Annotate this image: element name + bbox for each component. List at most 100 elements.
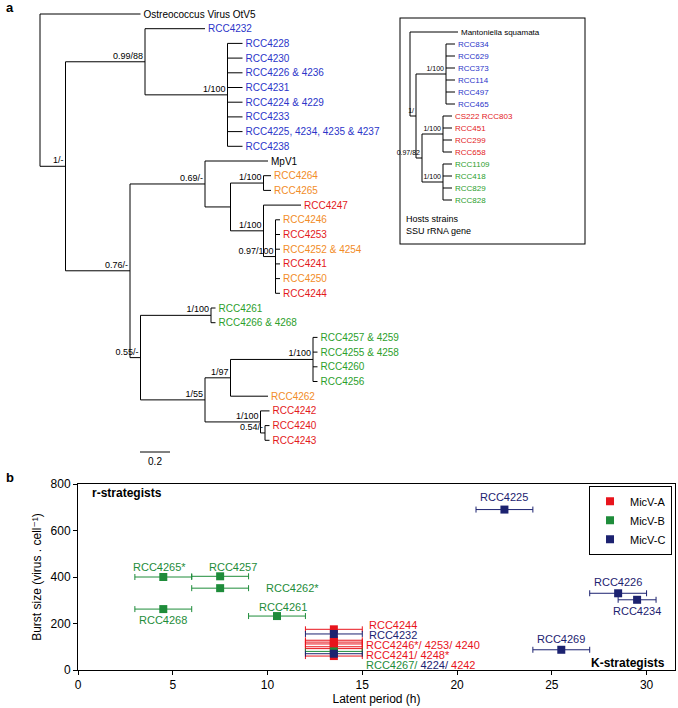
svg-text:RCC4244: RCC4244 [283,288,327,299]
svg-text:20: 20 [450,678,464,692]
svg-text:RCC497: RCC497 [458,88,489,97]
svg-text:5: 5 [169,678,176,692]
svg-text:1/100: 1/100 [239,220,262,230]
svg-text:RCC828: RCC828 [455,196,486,205]
svg-text:1/100: 1/100 [186,304,209,314]
svg-text:RCC4266 & 4268: RCC4266 & 4268 [219,317,298,328]
svg-text:1/100: 1/100 [203,84,226,94]
svg-text:25: 25 [545,678,559,692]
svg-text:400: 400 [51,570,71,584]
svg-text:1/100: 1/100 [426,65,444,72]
svg-text:Mantoniella squamata: Mantoniella squamata [461,28,540,37]
svg-text:MpV1: MpV1 [271,156,298,167]
svg-text:0.97/82: 0.97/82 [397,149,420,156]
svg-text:RCC4261: RCC4261 [259,601,307,613]
svg-text:RCC4250: RCC4250 [283,273,327,284]
svg-text:0: 0 [75,678,82,692]
svg-text:10: 10 [261,678,275,692]
svg-text:RCC451: RCC451 [455,124,486,133]
svg-text:r-strategists: r-strategists [92,486,162,500]
svg-text:600: 600 [51,524,71,538]
svg-text:0.55/-: 0.55/- [115,347,138,357]
svg-text:RCC4262: RCC4262 [271,391,315,402]
svg-text:RCC418: RCC418 [455,172,486,181]
svg-text:b: b [6,470,14,485]
svg-text:30: 30 [640,678,654,692]
svg-text:RCC834: RCC834 [458,40,489,49]
svg-text:MicV-C: MicV-C [630,534,666,546]
svg-text:RCC4257: RCC4257 [209,561,257,573]
svg-text:RCC465: RCC465 [458,100,489,109]
svg-text:RCC4225, 4234, 4235 & 4237: RCC4225, 4234, 4235 & 4237 [246,126,380,137]
svg-text:Hosts strains: Hosts strains [406,214,459,224]
svg-text:RCC4269: RCC4269 [537,633,585,645]
svg-text:0.54/-: 0.54/- [240,422,263,432]
svg-text:15: 15 [356,678,370,692]
svg-text:200: 200 [51,617,71,631]
svg-text:0.76/-: 0.76/- [105,260,128,270]
svg-text:RCC4243: RCC4243 [273,435,317,446]
svg-text:RCC4232: RCC4232 [208,23,252,34]
svg-text:RCC4264: RCC4264 [274,170,318,181]
svg-text:1/55: 1/55 [185,389,203,399]
svg-text:RCC299: RCC299 [455,136,486,145]
svg-text:RCC4240: RCC4240 [273,420,317,431]
svg-text:RCC658: RCC658 [455,148,486,157]
svg-text:1/100: 1/100 [239,172,262,182]
svg-text:0.99/88: 0.99/88 [113,51,143,61]
svg-text:RCC4268: RCC4268 [139,614,187,626]
svg-text:RCC4255 & 4258: RCC4255 & 4258 [321,347,400,358]
svg-text:a: a [6,0,14,15]
svg-text:RCC4253: RCC4253 [283,229,327,240]
svg-text:RCC4244: RCC4244 [369,619,417,631]
svg-text:RCC4247: RCC4247 [304,200,348,211]
svg-text:Ostreococcus Virus OtV5: Ostreococcus Virus OtV5 [144,9,257,20]
svg-text:Latent period (h): Latent period (h) [332,692,420,706]
svg-text:1/: 1/ [408,107,414,114]
svg-text:1/100: 1/100 [288,348,311,358]
svg-text:RCC4231: RCC4231 [246,82,290,93]
svg-text:1/-: 1/- [53,155,64,165]
svg-text:MicV-B: MicV-B [630,515,665,527]
svg-text:RCC4261: RCC4261 [219,303,263,314]
svg-text:RCC629: RCC629 [458,52,489,61]
svg-text:RCC4256: RCC4256 [321,376,365,387]
svg-text:0.2: 0.2 [148,456,162,467]
svg-text:RCC4241/ 4248*: RCC4241/ 4248* [366,649,450,661]
svg-text:RCC4246*/ 4253/ 4240: RCC4246*/ 4253/ 4240 [366,639,480,651]
svg-text:RCC4238: RCC4238 [246,141,290,152]
svg-text:RCC4241: RCC4241 [283,258,327,269]
svg-text:RCC4228: RCC4228 [246,38,290,49]
svg-text:RCC4233: RCC4233 [246,111,290,122]
svg-text:RCC4252 & 4254: RCC4252 & 4254 [283,244,362,255]
svg-text:800: 800 [51,477,71,491]
svg-text:RCC4224 & 4229: RCC4224 & 4229 [246,97,325,108]
svg-text:RCC4225: RCC4225 [480,491,528,503]
svg-text:MicV-A: MicV-A [630,496,666,508]
svg-text:SSU rRNA gene: SSU rRNA gene [406,226,471,236]
svg-text:0.97/100: 0.97/100 [238,246,273,256]
svg-text:RCC4226 & 4236: RCC4226 & 4236 [246,67,325,78]
svg-text:RCC4265: RCC4265 [274,185,318,196]
svg-text:RCC4232: RCC4232 [369,629,417,641]
svg-text:RCC4234: RCC4234 [613,605,661,617]
svg-text:1/100: 1/100 [423,125,441,132]
svg-text:0.69/-: 0.69/- [180,173,203,183]
svg-text:RCC4260: RCC4260 [321,361,365,372]
svg-text:RCC4246: RCC4246 [283,214,327,225]
svg-text:RCC4257 & 4259: RCC4257 & 4259 [321,332,400,343]
svg-text:1/97: 1/97 [211,367,229,377]
svg-text:RCC4226: RCC4226 [594,576,642,588]
svg-text:RCC4265*: RCC4265* [133,561,186,573]
svg-text:K-strategists: K-strategists [591,656,665,670]
svg-text:RCC4230: RCC4230 [246,53,290,64]
svg-text:RCC4242: RCC4242 [273,405,317,416]
svg-text:Burst size (virus . cell⁻¹): Burst size (virus . cell⁻¹) [30,513,44,641]
svg-text:RCC1109: RCC1109 [455,160,490,169]
svg-text:1/100: 1/100 [423,173,441,180]
svg-text:RCC114: RCC114 [458,76,489,85]
svg-text:RCC4262*: RCC4262* [266,582,319,594]
svg-text:0: 0 [64,663,71,677]
svg-text:RCC373: RCC373 [458,64,489,73]
svg-text:1/100: 1/100 [236,411,259,421]
